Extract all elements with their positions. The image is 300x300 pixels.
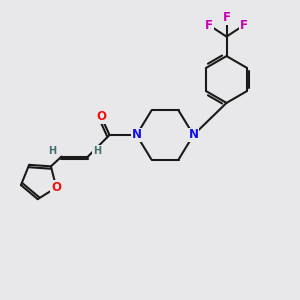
Text: O: O	[51, 181, 61, 194]
Text: F: F	[223, 11, 230, 24]
Text: N: N	[131, 128, 142, 142]
Text: H: H	[93, 146, 101, 156]
Text: O: O	[96, 110, 106, 123]
Text: H: H	[48, 146, 57, 156]
Text: F: F	[240, 19, 248, 32]
Text: F: F	[205, 19, 213, 32]
Text: N: N	[188, 128, 199, 142]
